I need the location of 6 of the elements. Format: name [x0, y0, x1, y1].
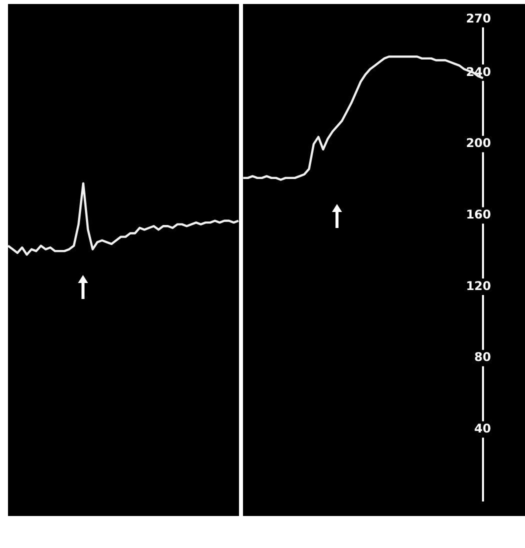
y-tick-label: 120 [466, 278, 491, 293]
y-tick-label: 40 [474, 422, 491, 436]
y-tick-label: 160 [466, 208, 491, 222]
y-tick-label: 80 [474, 350, 491, 364]
y-tick-label: 200 [466, 136, 491, 150]
y-tick-label: 270 [466, 11, 491, 26]
